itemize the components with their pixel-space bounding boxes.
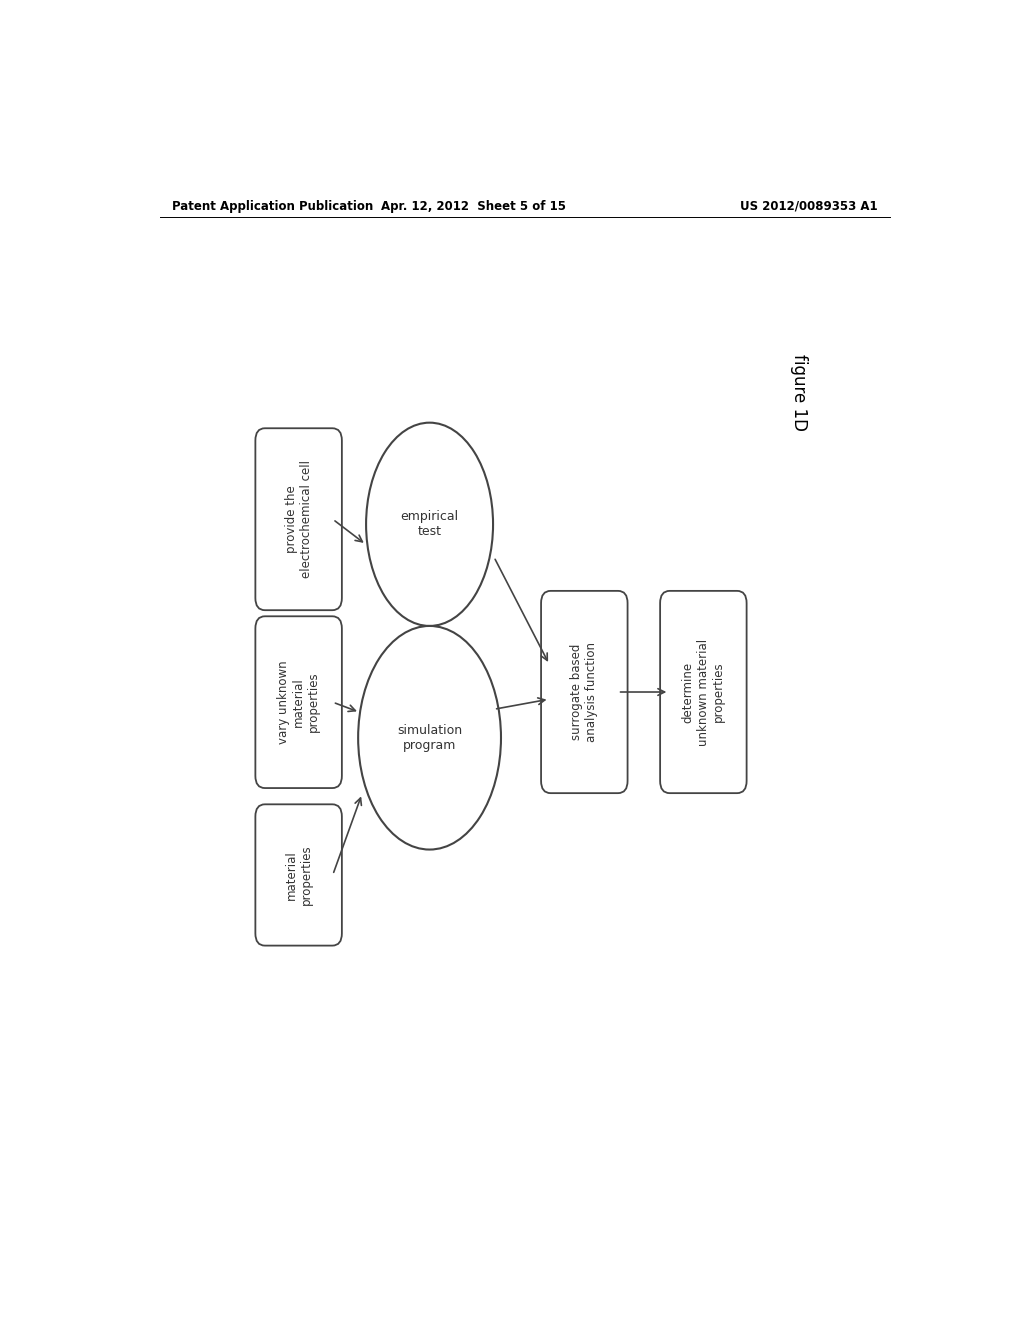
- Text: material
properties: material properties: [285, 845, 312, 906]
- Ellipse shape: [358, 626, 501, 850]
- Text: Apr. 12, 2012  Sheet 5 of 15: Apr. 12, 2012 Sheet 5 of 15: [381, 199, 565, 213]
- Text: US 2012/0089353 A1: US 2012/0089353 A1: [740, 199, 878, 213]
- Text: determine
unknown material
properties: determine unknown material properties: [682, 639, 725, 746]
- FancyBboxPatch shape: [255, 804, 342, 945]
- Ellipse shape: [367, 422, 494, 626]
- Text: figure 1D: figure 1D: [790, 354, 808, 430]
- FancyBboxPatch shape: [255, 616, 342, 788]
- Text: Patent Application Publication: Patent Application Publication: [172, 199, 373, 213]
- Text: vary unknown
material
properties: vary unknown material properties: [278, 660, 321, 744]
- Text: surrogate based
analysis function: surrogate based analysis function: [570, 642, 598, 742]
- FancyBboxPatch shape: [541, 591, 628, 793]
- Text: provide the
electrochemical cell: provide the electrochemical cell: [285, 461, 312, 578]
- Text: simulation
program: simulation program: [397, 723, 462, 752]
- Text: empirical
test: empirical test: [400, 511, 459, 539]
- FancyBboxPatch shape: [660, 591, 746, 793]
- FancyBboxPatch shape: [255, 428, 342, 610]
